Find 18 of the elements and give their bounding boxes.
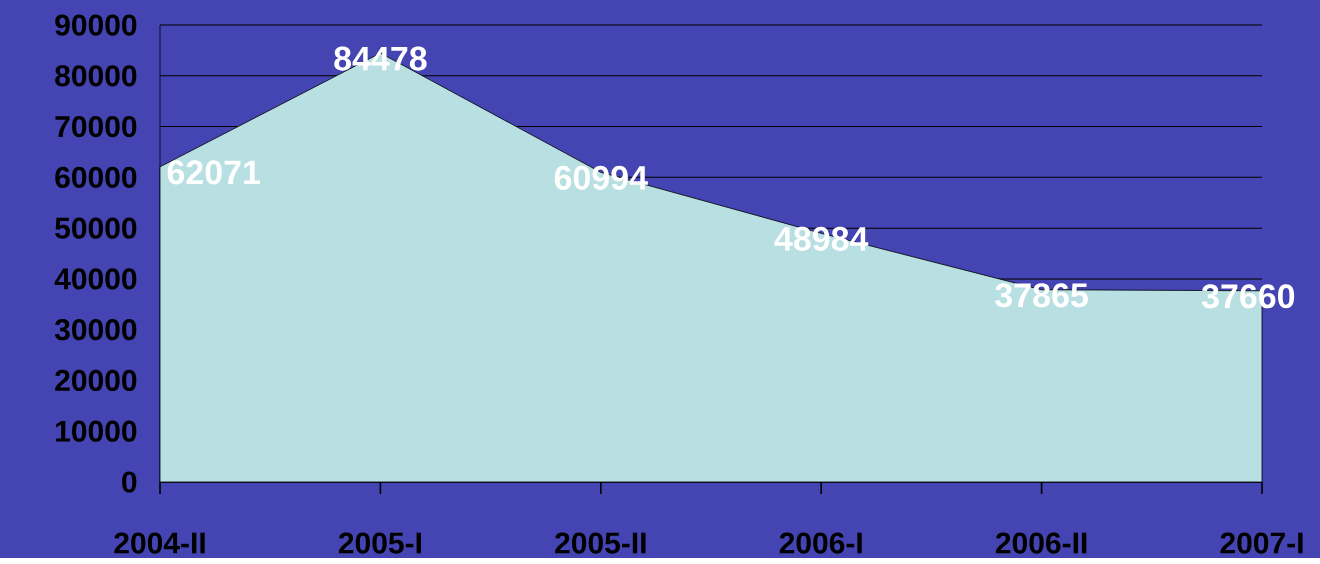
data-label: 37865 (995, 283, 1088, 308)
y-tick-label: 20000 (55, 370, 137, 392)
y-tick-label: 90000 (55, 14, 137, 36)
x-tick-label: 2005-I (338, 532, 421, 554)
y-tick-label: 40000 (54, 268, 137, 290)
y-tick-label: 10000 (56, 420, 137, 443)
x-tick-label: 2006-I (779, 532, 862, 554)
data-label: 62071 (167, 160, 260, 185)
x-tick-label: 2006-II (995, 532, 1087, 554)
x-tick-label: 2007-I (1220, 532, 1303, 554)
y-tick-label: 60000 (55, 166, 137, 189)
x-tick-label: 2004-II (114, 532, 205, 554)
y-tick-label: 80000 (55, 65, 137, 87)
x-tick-label: 2005-II (555, 532, 646, 554)
y-tick-label: 30000 (54, 319, 137, 341)
y-tick-label: 50000 (55, 217, 137, 239)
y-tick-label: 70000 (55, 116, 137, 138)
y-tick-label: 0 (122, 471, 137, 493)
